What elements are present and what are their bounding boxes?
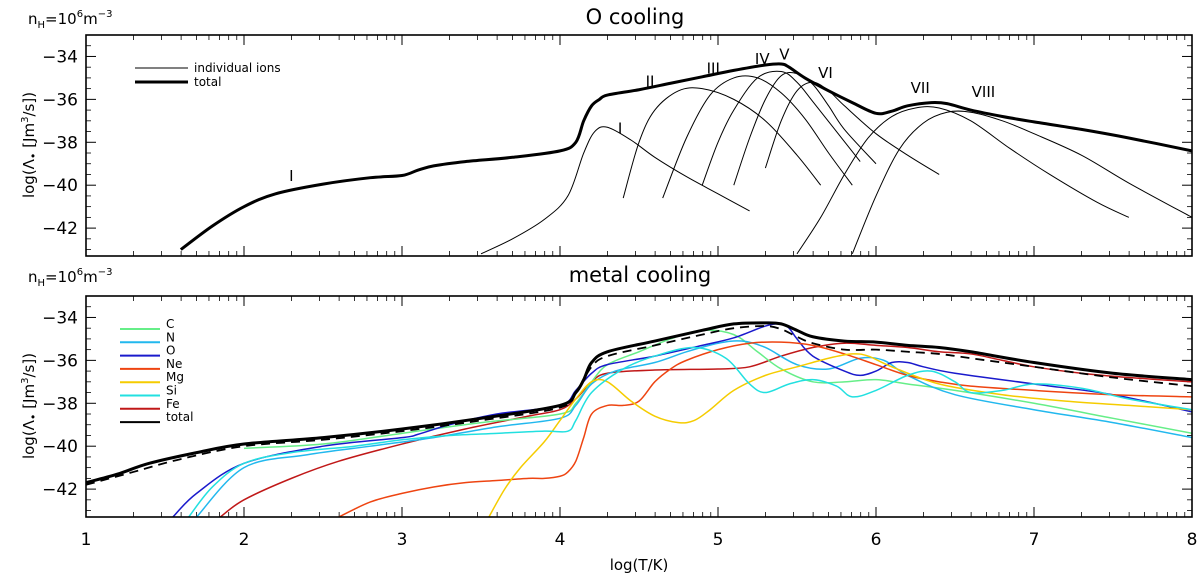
legend-label-individual-ions: individual ions (194, 61, 281, 75)
top-legend: individual ions total (135, 61, 281, 89)
series-line-o-vii (796, 106, 1130, 255)
x-tick-label: 6 (871, 530, 882, 550)
series-line-si (188, 346, 1192, 517)
series-line-o-vi (764, 81, 940, 175)
series-line-n (196, 340, 1192, 517)
x-tick-label: 7 (1029, 530, 1040, 550)
top-title: O cooling (586, 5, 685, 29)
bottom-density-label: nH=106m−3 (28, 267, 112, 289)
y-tick-label: −38 (42, 394, 78, 414)
bottom-panel: nH=106m−3 metal cooling log(Λ• [Jm3/s]) … (20, 263, 1197, 574)
ion-label: II (646, 72, 655, 90)
bottom-title: metal cooling (569, 263, 712, 287)
series-line-total (179, 62, 1192, 251)
ion-label: IV (755, 50, 770, 68)
series-line-total-dashed- (86, 325, 1192, 486)
y-tick-label: −34 (42, 47, 78, 67)
series-line-ne (338, 341, 1192, 517)
legend-label-ne: Ne (166, 357, 182, 371)
y-tick-label: −38 (42, 133, 78, 153)
y-tick-label: −42 (42, 219, 78, 239)
series-line-o-i (480, 126, 750, 255)
x-axis-label: log(T/K) (610, 556, 669, 574)
legend-label-total: total (194, 75, 221, 89)
ion-label: VI (818, 64, 833, 82)
y-tick-label: −34 (42, 308, 78, 328)
x-tick-label: 2 (239, 530, 250, 550)
series-line-o-v (733, 72, 877, 186)
series-line-o-iv (701, 70, 861, 186)
y-tick-label: −40 (42, 176, 78, 196)
legend-label-si: Si (166, 384, 177, 398)
ion-label: VIII (972, 83, 996, 101)
ion-label: I (618, 120, 622, 138)
legend-label-total: total (166, 410, 193, 424)
legend-label-c: C (166, 317, 174, 331)
x-tick-label: 4 (555, 530, 566, 550)
ion-label: I (289, 167, 293, 185)
series-line-o-ii (622, 87, 822, 199)
top-density-label: nH=106m−3 (28, 9, 112, 31)
top-panel: nH=106m−3 O cooling log(Λ• [Jm3/s]) −34−… (20, 5, 1193, 257)
series-line-o (172, 323, 1192, 517)
y-tick-label: −42 (42, 480, 78, 500)
top-axis-ticks (85, 34, 1193, 256)
ion-label: III (707, 60, 720, 78)
top-y-tick-labels: −34 −36 −38 −40 −42 (42, 47, 78, 239)
bottom-y-axis-label: log(Λ• [Jm3/s]) (20, 353, 40, 459)
series-line-mg (488, 353, 1192, 517)
series-line-total-thick- (86, 321, 1192, 485)
top-series (179, 62, 1192, 255)
legend-label-o: O (166, 344, 175, 358)
x-tick-label: 1 (81, 530, 92, 550)
y-tick-label: −36 (42, 90, 78, 110)
bottom-x-tick-labels: 1 2 3 4 5 6 7 8 (81, 530, 1198, 550)
legend-label-fe: Fe (166, 397, 180, 411)
y-tick-label: −36 (42, 351, 78, 371)
bottom-plot-frame (85, 295, 1193, 518)
x-tick-label: 5 (713, 530, 724, 550)
legend-label-mg: Mg (166, 370, 184, 384)
series-line-fe (219, 342, 1192, 517)
series-line-o-viii (851, 110, 1192, 255)
x-tick-label: 8 (1187, 530, 1198, 550)
top-plot-frame (85, 34, 1193, 257)
y-tick-label: −40 (42, 437, 78, 457)
ion-label: VII (911, 79, 930, 97)
ion-label: V (779, 46, 790, 64)
bottom-y-tick-labels: −34 −36 −38 −40 −42 (42, 308, 78, 500)
legend-label-n: N (166, 330, 175, 344)
top-y-axis-label: log(Λ• [Jm3/s]) (20, 92, 40, 198)
x-tick-label: 3 (397, 530, 408, 550)
bottom-series (86, 321, 1192, 517)
